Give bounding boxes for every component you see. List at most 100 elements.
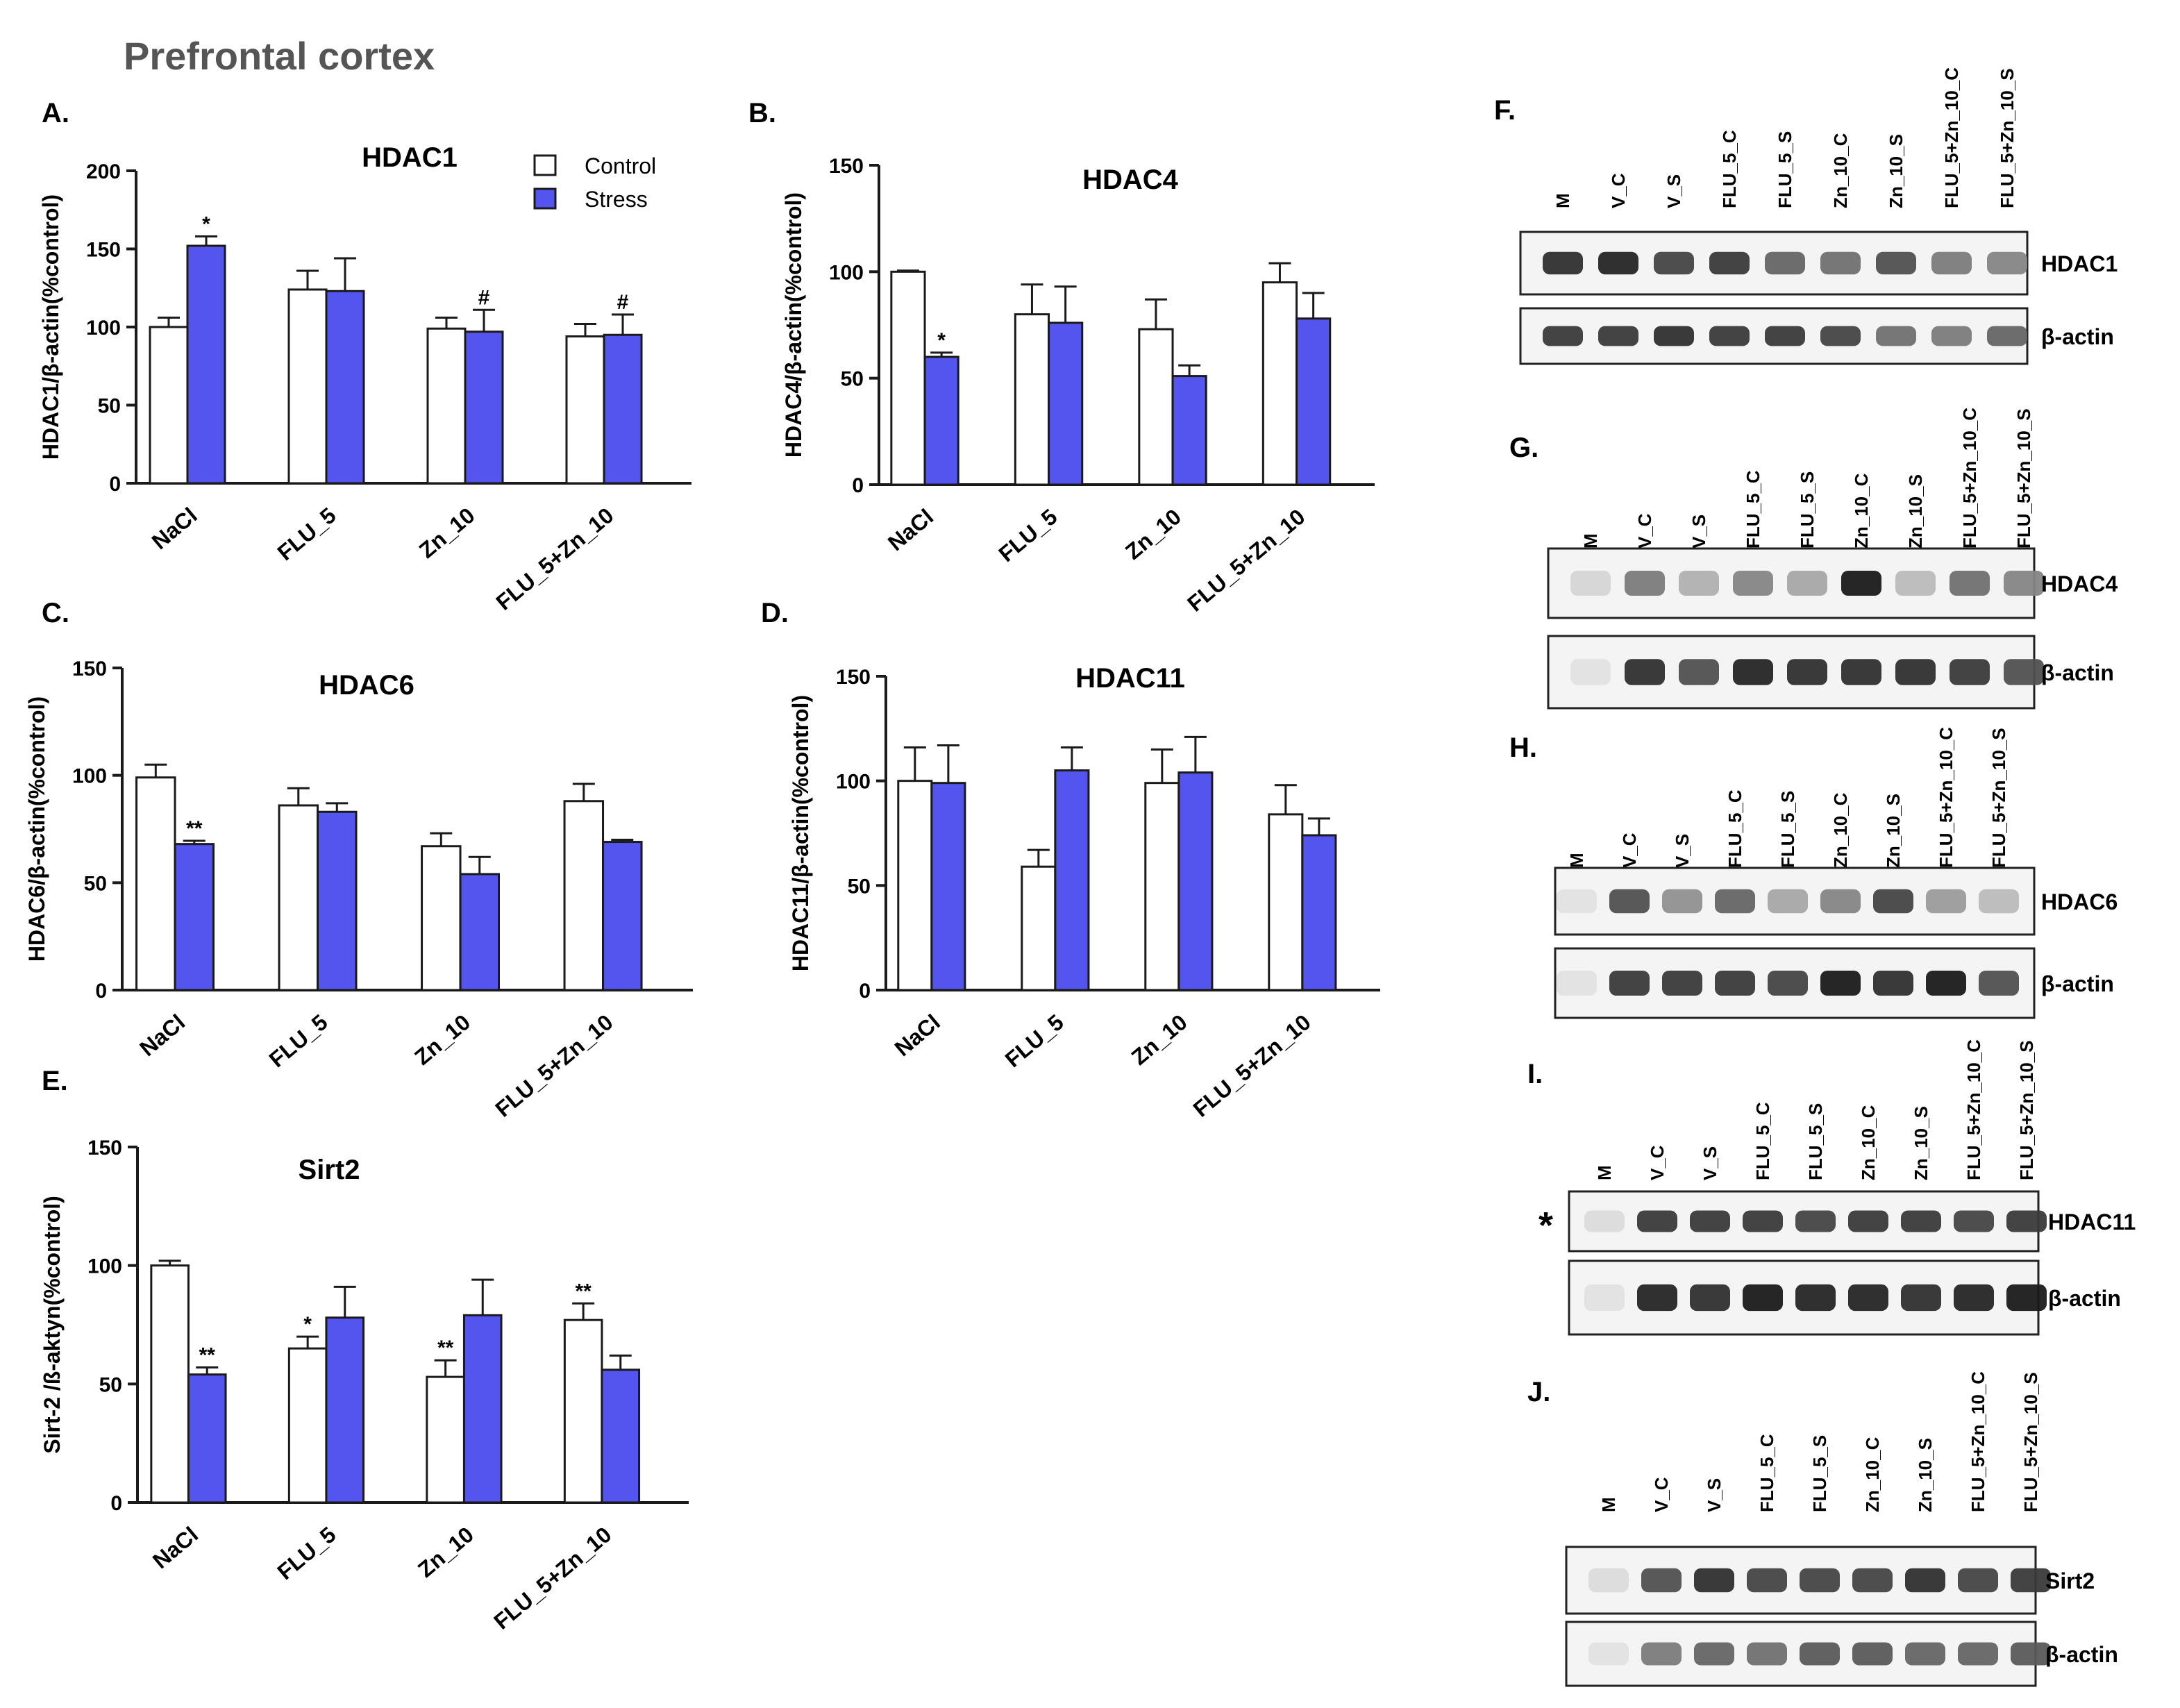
y-tick-label: 0 [852,474,864,497]
bar-stress-2 [1171,375,1207,486]
lane-label: FLU_5_S [1797,471,1818,549]
bar-stress-1 [317,810,358,991]
band-hdac1-8 [1987,251,2027,275]
band-actin-7 [1931,326,1972,346]
band-hdac6-8 [1979,889,2019,914]
band-actin-7 [1926,971,1966,996]
band-hdac11-8 [2006,1210,2047,1232]
bar-stress-1 [1054,769,1090,991]
category-label: NaCl [890,1010,945,1061]
band-hdac1-2 [1654,251,1694,275]
band-actin-3 [1733,659,1773,685]
lane-label: V_S [1663,174,1684,208]
band-actin-2 [1679,659,1719,685]
band-label: β-actin [2041,660,2114,685]
band-actin-1 [1598,326,1638,346]
panel-label: G. [1509,433,1538,463]
lane-label: Zn_10_C [1858,1105,1879,1180]
band-label: β-actin [2048,1286,2121,1311]
y-tick-label: 150 [829,155,864,178]
chart-title: HDAC4 [1082,165,1179,195]
bar-stress-1 [1048,321,1084,486]
significance-mark: * [937,329,946,352]
y-tick-label: 100 [829,261,864,284]
significance-mark: # [478,286,490,309]
band-sirt2-6 [1905,1568,1945,1593]
figure-title: Prefrontal cortex [124,34,435,78]
band-actin-2 [1662,971,1702,996]
panel-label: I. [1527,1059,1543,1089]
category-label: FLU_5 [265,1010,333,1072]
band-actin-8 [1987,326,2027,346]
lane-label: Zn_10_C [1830,792,1851,868]
band-hdac11-4 [1795,1210,1836,1232]
category-label: Zn_10 [1127,1010,1192,1070]
band-hdac4-2 [1679,571,1719,596]
lane-label: FLU_5+Zn_10_S [2016,1040,2037,1180]
band-label: β-actin [2041,971,2114,996]
band-actin-7 [1958,1642,1998,1666]
blot-i: I. M V_C V_S FLU_5_C FLU_5_S Zn_10_C Zn_10_S FLU… [1527,1039,2136,1336]
chart-b: B. HDAC4 0 50 100 150 HDAC4/β-actin(%control) *… [748,98,1375,617]
bar-stress-0 [174,843,215,991]
bar-stress-2 [464,330,504,485]
y-axis-label: HDAC6/β-actin(%control) [24,696,49,962]
band-actin-0 [1588,1642,1629,1666]
lane-label: FLU_5+Zn_10_C [1936,727,1956,868]
lane-label: FLU_5+Zn_10_C [1959,408,1980,549]
band-actin-0 [1557,971,1597,996]
band-actin-5 [1820,971,1861,996]
band-sirt2-5 [1852,1568,1893,1593]
band-sirt2-1 [1641,1568,1682,1593]
category-label: FLU_5+Zn_10 [1189,1010,1316,1122]
chart-c: C. HDAC6 0 50 100 150 HDAC6/β-actin(%control) *… [24,598,693,1122]
blot-f: F. M V_C V_S FLU_5_C FLU_5_S Zn_10_C Zn_10_S FLU… [1494,67,2118,365]
legend-label-stress: Stress [585,187,648,212]
bar-control-0 [890,270,926,486]
y-axis-label: HDAC1/β-actin(%control) [38,194,63,460]
bar-control-0 [135,776,176,991]
bar-stress-0 [186,244,226,485]
chart-title: Sirt2 [299,1155,360,1185]
bar-stress-3 [601,1368,641,1504]
legend: Control Stress [533,153,656,212]
lane-label: V_C [1634,513,1655,549]
y-tick-label: 150 [86,239,121,262]
band-actin-7 [1950,659,1990,685]
chart-title: HDAC6 [319,670,414,701]
y-tick-label: 0 [110,1492,122,1515]
band-sirt2-8 [2011,1568,2051,1593]
bar-control-0 [149,326,189,485]
category-label: FLU_5 [273,503,341,565]
bar-control-1 [278,804,319,991]
significance-mark: * [303,1313,312,1336]
bar-stress-0 [187,1373,227,1504]
band-hdac11-6 [1901,1210,1941,1232]
lane-label: Zn_10_S [1915,1438,1936,1512]
y-tick-label: 100 [87,1255,122,1278]
lane-label: FLU_5+Zn_10_S [2020,1372,2041,1512]
y-tick-label: 50 [84,872,107,895]
band-hdac4-8 [2004,571,2044,596]
y-tick-label: 50 [99,1373,122,1396]
panel-label: C. [42,598,69,628]
y-tick-label: 100 [836,771,871,794]
band-marker: * [1538,1205,1553,1246]
lane-label: FLU_5_S [1777,791,1798,868]
y-tick-label: 150 [72,658,107,680]
category-label: FLU_5+Zn_10 [490,1010,617,1122]
lane-label: V_S [1700,1146,1720,1180]
significance-mark: ** [575,1280,592,1303]
band-actin-4 [1765,326,1805,346]
bar-control-1 [1014,313,1050,486]
bar-control-2 [1138,328,1174,486]
bar-control-3 [1268,813,1304,991]
band-hdac6-4 [1768,889,1808,914]
significance-mark: ** [186,817,203,840]
lane-label: Zn_10_S [1905,474,1926,549]
lane-label: FLU_5+Zn_10_C [1941,67,1962,208]
lane-label: Zn_10_C [1862,1437,1883,1512]
panel-label: A. [42,98,69,128]
band-actin-3 [1743,1284,1783,1312]
